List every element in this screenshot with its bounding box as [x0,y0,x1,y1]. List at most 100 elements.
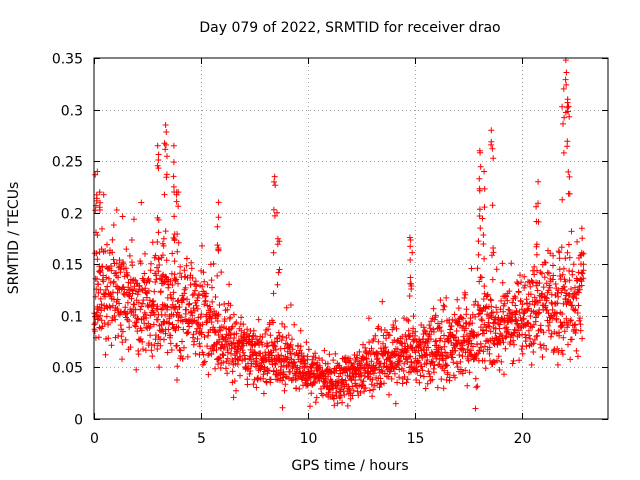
data-point [285,332,292,339]
data-point [542,259,549,266]
data-point [215,245,222,251]
data-point [419,367,426,374]
data-point [481,255,488,262]
data-point [548,299,555,306]
data-point [119,339,126,346]
data-point [272,361,279,368]
data-point [455,305,462,312]
data-point [93,195,100,202]
data-point [104,283,111,290]
data-point [154,346,161,352]
data-point [217,354,224,361]
data-point [174,377,180,383]
data-point [476,206,483,213]
data-point [517,314,524,321]
data-point [450,359,457,366]
data-point [255,374,262,381]
data-point [337,392,344,399]
data-point [147,267,154,274]
data-point [404,316,410,323]
data-point [267,332,274,339]
data-point [483,327,490,334]
data-point [488,297,495,304]
data-point [504,297,511,304]
data-point [449,316,456,323]
data-point [167,340,174,347]
data-point [494,357,500,364]
data-point [427,325,434,332]
data-point [233,330,240,337]
data-point [217,327,224,334]
data-point [532,314,539,321]
data-point [324,360,331,367]
data-point [566,190,573,197]
data-point [102,287,109,293]
data-point [157,342,164,349]
data-point [543,346,550,353]
data-point [472,375,479,382]
data-point [213,346,220,353]
data-point [183,306,190,313]
data-point [188,265,195,272]
data-point [486,323,493,330]
data-point [97,286,104,293]
data-point [462,367,469,374]
data-point [506,288,513,295]
data-point [550,272,557,279]
data-point [381,360,388,367]
data-point [559,271,566,278]
data-point [534,287,541,294]
data-point [550,252,557,259]
data-point [401,360,408,367]
data-point [449,354,456,361]
data-point [184,353,191,360]
data-point [440,385,447,392]
data-point [212,365,219,372]
data-point [226,281,233,288]
data-point [540,329,547,336]
data-point [425,368,432,375]
data-point [547,284,553,291]
data-point [204,302,211,309]
data-point [535,178,542,185]
data-point [287,302,294,308]
data-point [369,393,376,400]
data-point [215,361,221,368]
data-point [259,341,266,348]
data-point [281,387,288,394]
data-point [435,320,441,327]
data-point [161,336,167,343]
data-point [446,319,453,326]
data-point [423,330,429,337]
data-point [430,305,437,312]
data-point [501,371,507,378]
data-point [475,238,482,245]
data-point [565,103,572,110]
data-point [171,237,178,244]
data-point [112,316,119,323]
data-point [304,353,311,360]
data-point [346,386,353,393]
data-point [109,249,116,256]
data-point [247,356,254,363]
data-point [531,263,538,270]
data-point [224,355,231,362]
data-point [474,265,481,272]
data-point [209,284,215,291]
data-point [169,282,176,288]
data-point [563,69,570,76]
data-point [160,242,167,249]
data-point [192,287,199,294]
data-point [414,358,421,365]
data-point [279,333,286,340]
data-point [562,76,569,83]
data-point [123,265,129,272]
data-point [233,387,239,394]
data-point [94,256,101,263]
data-point [289,346,296,353]
data-point [267,376,274,383]
data-point [92,171,99,178]
data-point [94,232,101,239]
y-tick-label: 0.35 [52,52,83,68]
